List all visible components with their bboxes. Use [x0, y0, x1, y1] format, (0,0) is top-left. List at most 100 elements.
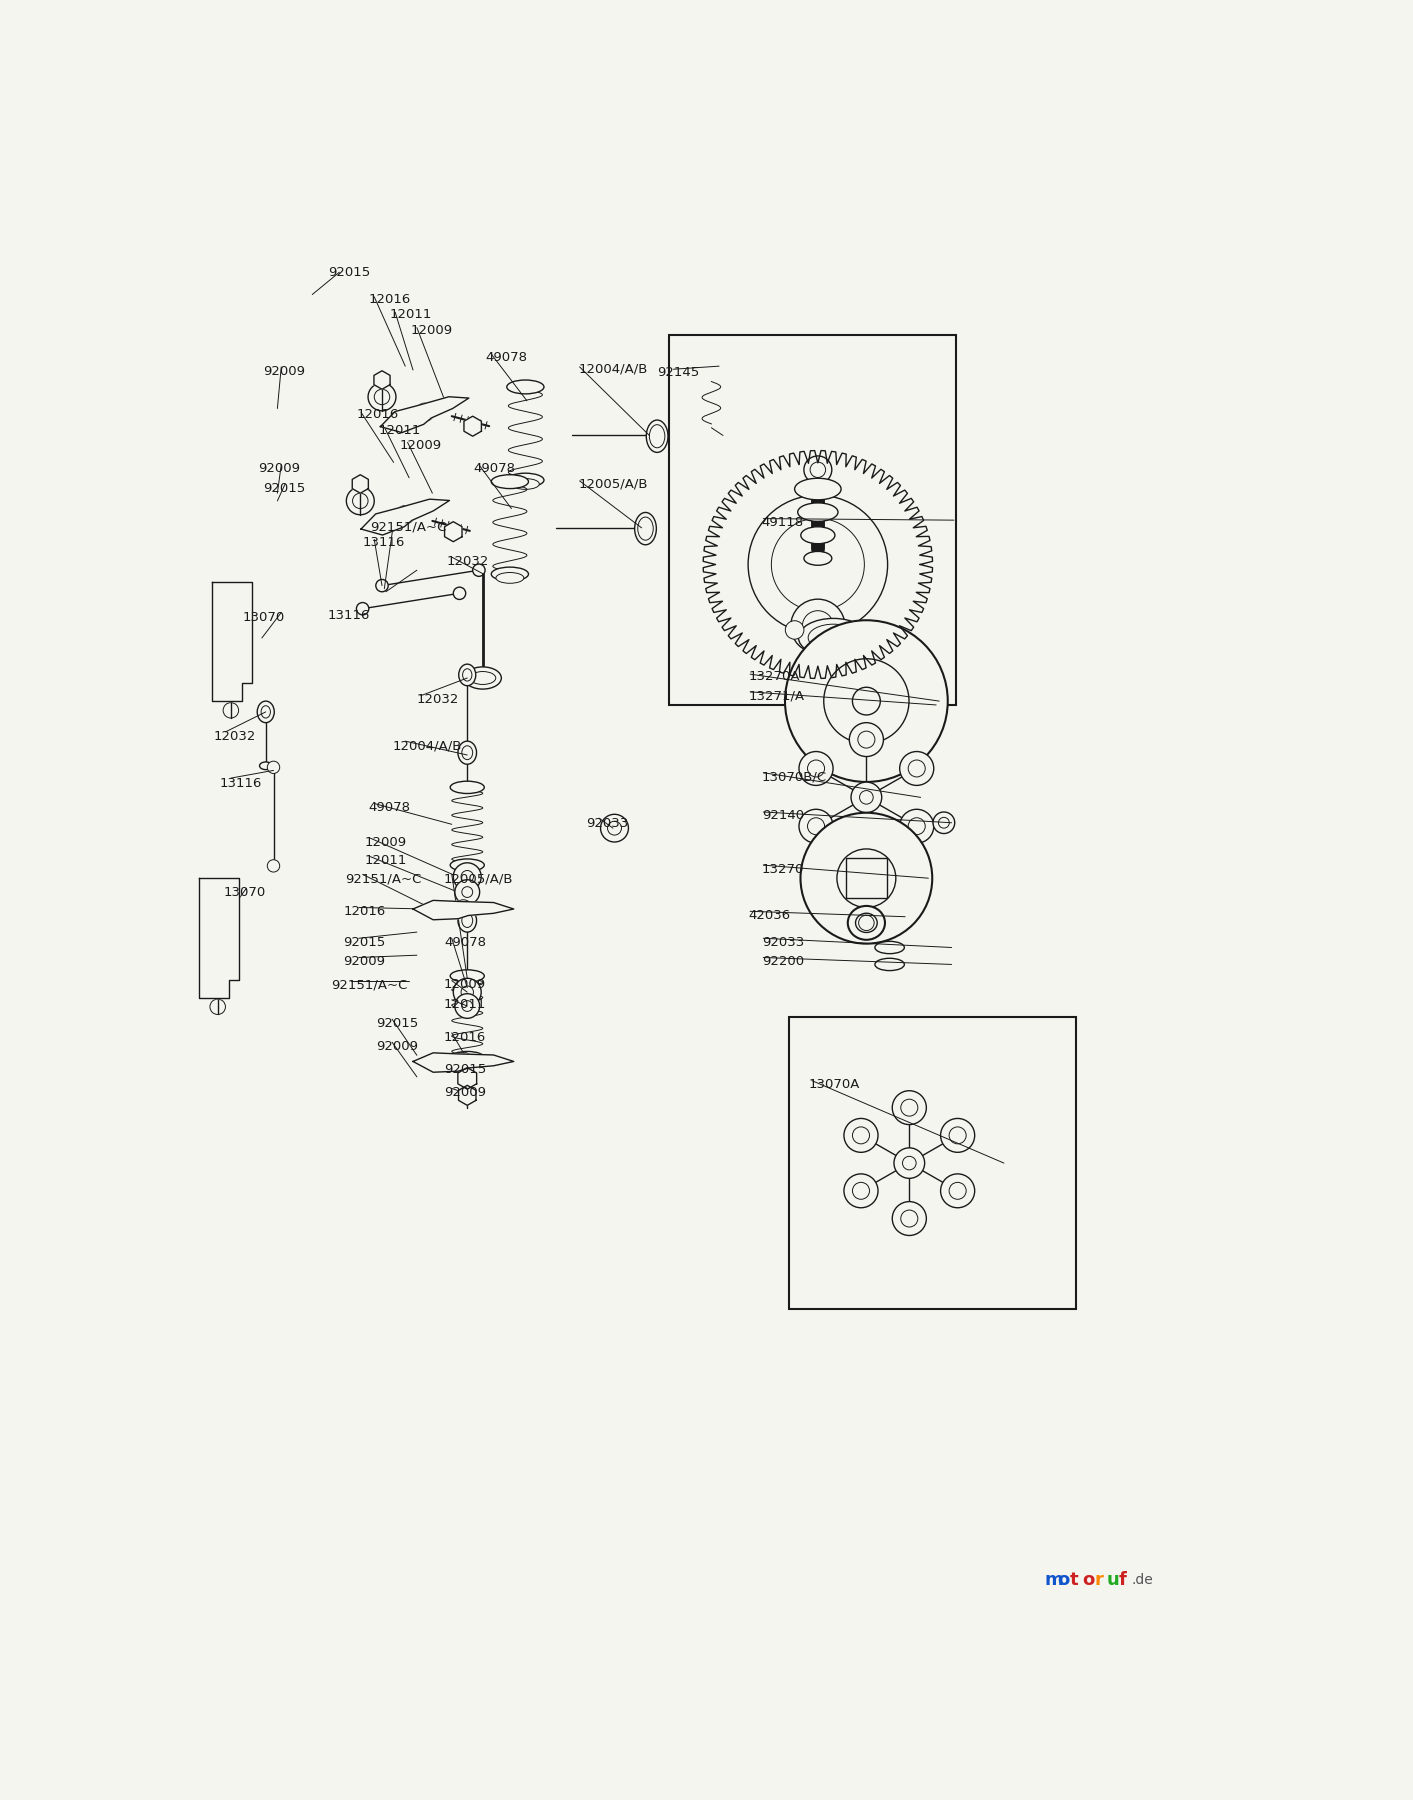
Circle shape — [206, 949, 229, 970]
Text: 49118: 49118 — [762, 517, 804, 529]
Circle shape — [892, 1202, 927, 1235]
Ellipse shape — [458, 909, 476, 932]
Ellipse shape — [451, 859, 485, 871]
Text: 12016: 12016 — [343, 905, 386, 918]
Ellipse shape — [848, 905, 885, 940]
Circle shape — [454, 1053, 473, 1071]
Text: 13116: 13116 — [219, 776, 261, 790]
Text: 92151/A~C: 92151/A~C — [332, 979, 408, 992]
Text: 13116: 13116 — [363, 536, 406, 549]
Circle shape — [892, 1091, 927, 1125]
Ellipse shape — [634, 513, 657, 545]
Text: 13070B/C: 13070B/C — [762, 770, 827, 783]
Text: 12032: 12032 — [213, 731, 256, 743]
Circle shape — [220, 592, 242, 614]
Ellipse shape — [492, 567, 528, 581]
Ellipse shape — [512, 479, 540, 490]
Ellipse shape — [804, 551, 832, 565]
Circle shape — [950, 1127, 966, 1143]
Text: 13070: 13070 — [223, 886, 266, 898]
Circle shape — [900, 752, 934, 785]
Circle shape — [849, 839, 883, 871]
Polygon shape — [458, 1067, 476, 1089]
Circle shape — [900, 1100, 918, 1116]
Ellipse shape — [462, 670, 472, 680]
Circle shape — [454, 862, 482, 891]
Ellipse shape — [875, 958, 904, 970]
Circle shape — [462, 887, 473, 898]
Circle shape — [824, 659, 909, 743]
Circle shape — [401, 509, 410, 520]
Circle shape — [267, 860, 280, 871]
Text: 13070A: 13070A — [808, 1078, 859, 1091]
Text: 12011: 12011 — [390, 308, 432, 322]
Bar — [788, 1017, 1075, 1309]
Ellipse shape — [496, 572, 524, 583]
Circle shape — [950, 1183, 966, 1199]
Text: 49078: 49078 — [444, 936, 486, 949]
Circle shape — [894, 1148, 924, 1179]
Circle shape — [798, 810, 834, 842]
Circle shape — [851, 783, 882, 812]
Text: 12011: 12011 — [444, 997, 486, 1010]
Text: 13270: 13270 — [762, 862, 804, 877]
Circle shape — [462, 1091, 472, 1100]
Circle shape — [396, 506, 414, 524]
Circle shape — [367, 383, 396, 410]
Circle shape — [852, 1183, 869, 1199]
Circle shape — [858, 731, 875, 749]
Polygon shape — [374, 371, 390, 389]
Circle shape — [859, 914, 875, 931]
Circle shape — [844, 1118, 877, 1152]
Text: 92009: 92009 — [444, 1085, 486, 1100]
Polygon shape — [380, 396, 469, 432]
Circle shape — [852, 1127, 869, 1143]
Ellipse shape — [808, 625, 859, 652]
Circle shape — [608, 821, 622, 835]
Ellipse shape — [451, 1051, 485, 1064]
Ellipse shape — [459, 664, 476, 686]
Ellipse shape — [451, 970, 485, 983]
Circle shape — [849, 722, 883, 756]
Text: f: f — [1119, 1571, 1128, 1589]
Ellipse shape — [798, 502, 838, 522]
Text: 12009: 12009 — [444, 979, 486, 992]
Text: o: o — [1082, 1571, 1094, 1589]
Circle shape — [206, 889, 229, 911]
Circle shape — [771, 518, 865, 610]
Circle shape — [415, 403, 434, 421]
Ellipse shape — [798, 619, 868, 657]
Text: 92015: 92015 — [444, 1064, 486, 1076]
Circle shape — [220, 652, 242, 673]
Circle shape — [461, 986, 473, 999]
Text: 49078: 49078 — [473, 463, 516, 475]
Circle shape — [223, 702, 239, 718]
Text: o: o — [1057, 1571, 1070, 1589]
Circle shape — [903, 1156, 916, 1170]
Circle shape — [206, 918, 229, 940]
Text: 13116: 13116 — [328, 608, 370, 621]
Polygon shape — [445, 522, 462, 542]
Text: 92151/A~C: 92151/A~C — [370, 520, 447, 533]
Text: r: r — [1094, 1571, 1104, 1589]
Text: 49078: 49078 — [369, 801, 411, 814]
Ellipse shape — [257, 702, 274, 722]
Ellipse shape — [637, 517, 653, 540]
Text: 12016: 12016 — [444, 1031, 486, 1044]
Circle shape — [858, 846, 875, 864]
Text: t: t — [1070, 1571, 1078, 1589]
Polygon shape — [352, 475, 369, 493]
Text: 12032: 12032 — [417, 693, 459, 706]
Text: 49078: 49078 — [485, 351, 527, 364]
Text: 92140: 92140 — [762, 808, 804, 823]
Ellipse shape — [461, 747, 475, 754]
Circle shape — [900, 1210, 918, 1228]
Circle shape — [941, 1174, 975, 1208]
Circle shape — [220, 621, 242, 643]
Text: 92015: 92015 — [377, 1017, 418, 1030]
Circle shape — [356, 479, 365, 488]
Circle shape — [900, 810, 934, 842]
Ellipse shape — [451, 781, 485, 794]
Circle shape — [462, 1073, 473, 1084]
Circle shape — [844, 1174, 877, 1208]
